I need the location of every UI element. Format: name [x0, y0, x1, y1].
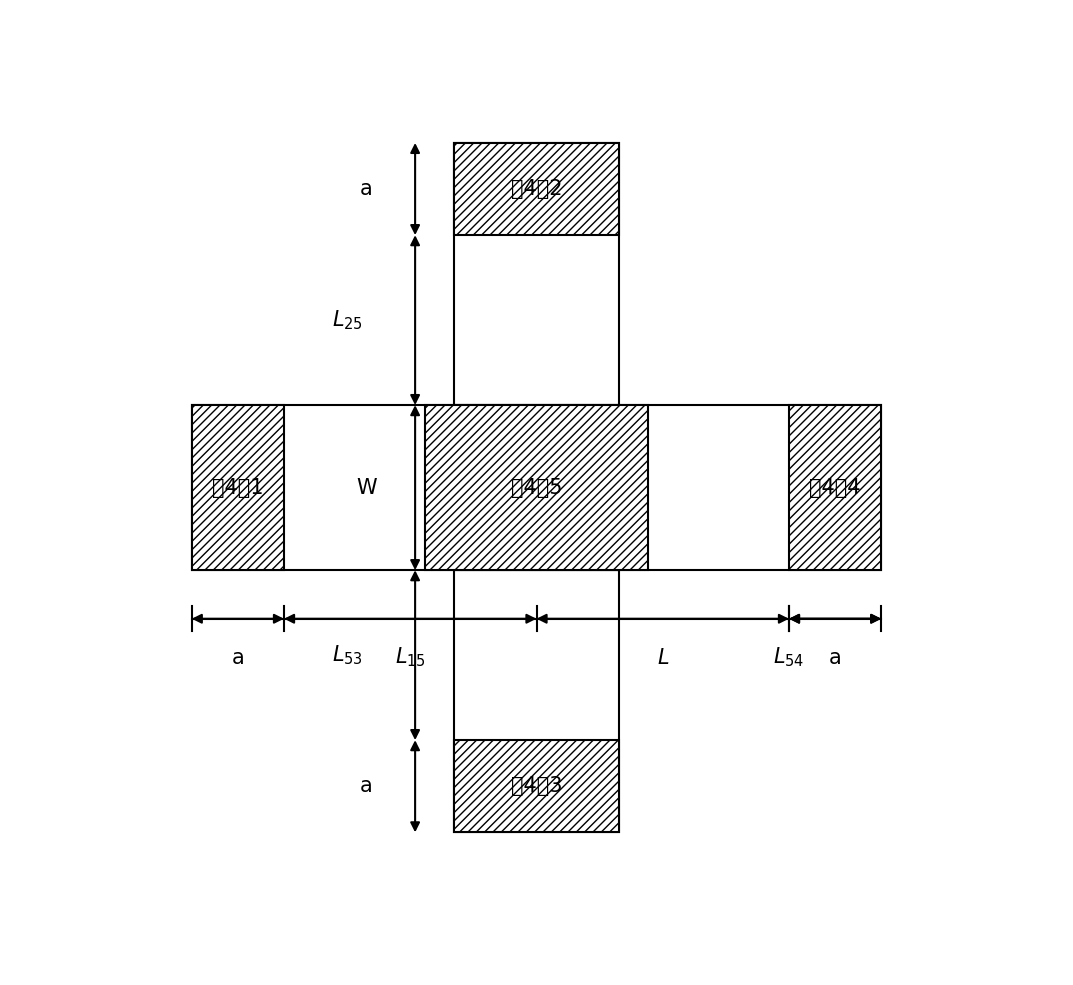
Text: a: a	[232, 647, 245, 668]
Bar	[454, 143, 619, 405]
Text: $L_{54}$: $L_{54}$	[774, 646, 805, 670]
Text: 电4杘1: 电4杘1	[212, 478, 264, 497]
Bar	[789, 405, 881, 570]
Text: W: W	[356, 478, 377, 497]
Text: $L_{15}$: $L_{15}$	[395, 646, 426, 670]
Bar	[192, 405, 284, 570]
Bar	[192, 405, 454, 570]
Bar	[454, 405, 619, 570]
Text: a: a	[828, 647, 841, 668]
Text: a: a	[361, 179, 373, 199]
Text: 电4杘3: 电4杘3	[511, 776, 562, 796]
Bar	[454, 143, 619, 235]
Bar	[425, 405, 648, 570]
Text: 电4杘5: 电4杘5	[511, 478, 562, 497]
Bar	[619, 405, 881, 570]
Bar	[454, 570, 619, 832]
Text: $L$: $L$	[657, 647, 668, 668]
Text: a: a	[361, 776, 373, 796]
Text: $L_{25}$: $L_{25}$	[332, 308, 363, 332]
Text: 电4杘4: 电4杘4	[809, 478, 861, 497]
Text: $L_{53}$: $L_{53}$	[332, 643, 363, 667]
Bar	[454, 740, 619, 832]
Text: 电4杘2: 电4杘2	[511, 179, 562, 199]
